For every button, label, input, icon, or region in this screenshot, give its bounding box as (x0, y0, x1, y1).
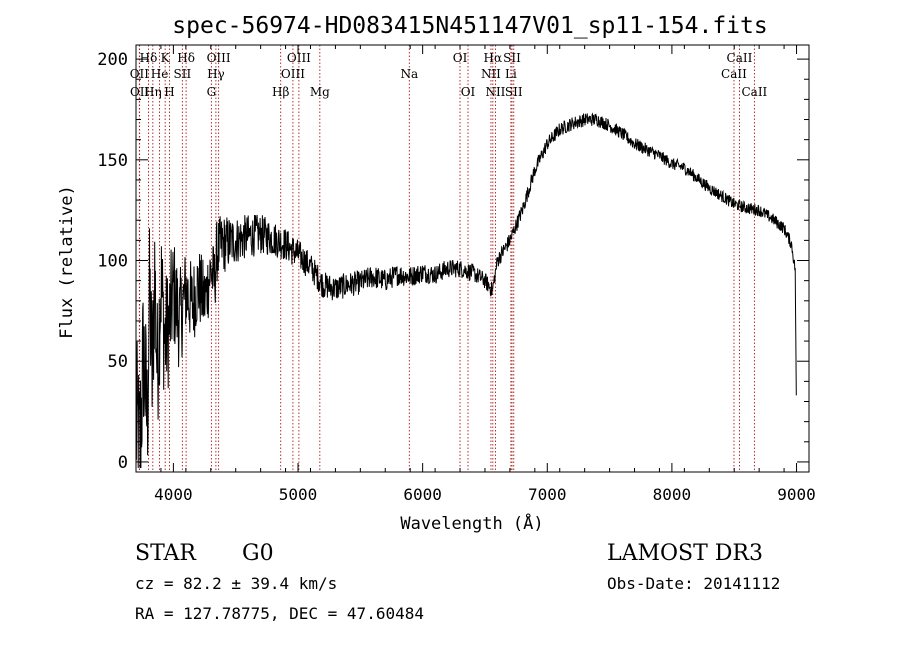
series-layer (135, 112, 797, 469)
spectral-line-label: OIII (287, 51, 311, 65)
spectral-line-label: He (151, 67, 169, 81)
spectral-line-label: Hδ (177, 51, 195, 65)
x-tick-label: 4000 (154, 485, 193, 504)
flux-series-line (135, 112, 797, 469)
spectral-line-label: NII (481, 67, 501, 81)
spectral-line-label: CaII (721, 67, 747, 81)
spectral-line-label: CaII (741, 85, 767, 99)
spectral-line-label: NII (485, 85, 505, 99)
x-tick-label: 8000 (653, 485, 692, 504)
spectral-line-label: K (161, 51, 171, 65)
spectral-line-markers (138, 45, 755, 472)
object-subclass: G0 (242, 541, 274, 566)
y-tick-label: 150 (97, 151, 128, 171)
x-tick-label: 7000 (528, 485, 567, 504)
spectral-line-label: SII (505, 85, 523, 99)
x-axis-label: Wavelength (Å) (400, 512, 543, 534)
x-tick-label: 5000 (279, 485, 318, 504)
object-class: STAR (135, 541, 197, 566)
spectral-line-label: G (207, 85, 217, 99)
y-tick-label: 200 (97, 50, 128, 70)
spectral-line-label: Hη (144, 85, 162, 99)
spectral-line-label: Mg (310, 85, 330, 99)
spectral-line-label: SII (503, 51, 521, 65)
spectral-line-label: Na (400, 67, 418, 81)
x-tick-label: 6000 (403, 485, 442, 504)
spectral-line-label: Li (505, 67, 517, 81)
y-axis-label: Flux (relative) (57, 185, 77, 339)
y-tick-label: 0 (118, 453, 128, 473)
spectral-line-label: Hδ (140, 51, 158, 65)
plot-frame (135, 44, 810, 473)
chart-title: spec-56974-HD083415N451147V01_sp11-154.f… (172, 13, 767, 39)
spectral-line-label: H (164, 85, 174, 99)
y-tick-label: 100 (97, 252, 128, 272)
spectral-line-label: OIII (281, 67, 305, 81)
axis-ticks: 4000 5000 6000 7000 8000 9000 0 50 100 150 200 (97, 45, 816, 504)
spectral-line-label: OII (130, 85, 150, 99)
spectral-line-label: Hγ (207, 67, 225, 81)
y-tick-label: 50 (108, 352, 128, 372)
obs-date-text: Obs-Date: 20141112 (607, 574, 780, 593)
redshift-text: cz = 82.2 ± 39.4 km/s (135, 574, 337, 593)
spectral-line-label: OI (461, 85, 476, 99)
x-tick-label: 9000 (777, 485, 816, 504)
coordinates-text: RA = 127.78775, DEC = 47.60484 (135, 604, 424, 623)
spectral-line-label: Hβ (272, 85, 289, 99)
survey-label: LAMOST DR3 (607, 541, 763, 566)
spectral-line-label: SII (174, 67, 192, 81)
spectral-line-label: CaII (727, 51, 753, 65)
spectral-line-label: OI (453, 51, 468, 65)
spectral-line-label: OIII (207, 51, 231, 65)
spectral-line-label: OII (130, 67, 150, 81)
spectral-line-label: Hα (484, 51, 503, 65)
